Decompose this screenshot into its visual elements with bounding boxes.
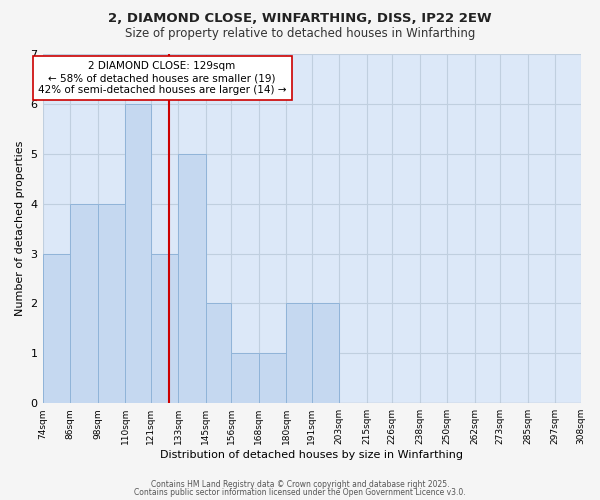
Bar bbox=[259, 354, 286, 403]
Bar bbox=[98, 204, 125, 403]
Bar bbox=[125, 104, 151, 403]
Text: Contains public sector information licensed under the Open Government Licence v3: Contains public sector information licen… bbox=[134, 488, 466, 497]
Bar bbox=[286, 304, 311, 403]
Bar bbox=[178, 154, 206, 403]
Y-axis label: Number of detached properties: Number of detached properties bbox=[15, 141, 25, 316]
Text: Size of property relative to detached houses in Winfarthing: Size of property relative to detached ho… bbox=[125, 28, 475, 40]
Text: Contains HM Land Registry data © Crown copyright and database right 2025.: Contains HM Land Registry data © Crown c… bbox=[151, 480, 449, 489]
X-axis label: Distribution of detached houses by size in Winfarthing: Distribution of detached houses by size … bbox=[160, 450, 463, 460]
Bar bbox=[231, 354, 259, 403]
Bar bbox=[70, 204, 98, 403]
Bar bbox=[43, 254, 70, 403]
Bar bbox=[151, 254, 178, 403]
Bar bbox=[206, 304, 231, 403]
Text: 2 DIAMOND CLOSE: 129sqm
← 58% of detached houses are smaller (19)
42% of semi-de: 2 DIAMOND CLOSE: 129sqm ← 58% of detache… bbox=[38, 62, 286, 94]
Bar bbox=[311, 304, 339, 403]
Text: 2, DIAMOND CLOSE, WINFARTHING, DISS, IP22 2EW: 2, DIAMOND CLOSE, WINFARTHING, DISS, IP2… bbox=[108, 12, 492, 26]
